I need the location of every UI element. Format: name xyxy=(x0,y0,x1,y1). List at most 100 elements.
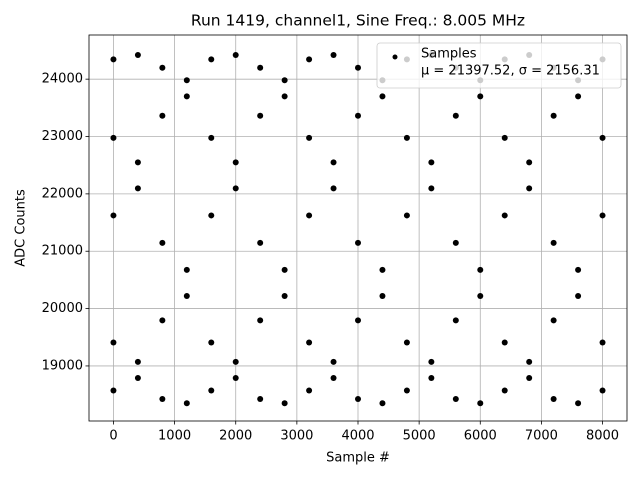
data-point xyxy=(281,77,288,84)
data-point xyxy=(355,112,361,119)
data-point xyxy=(257,395,264,402)
data-point xyxy=(232,375,239,382)
y-tick-label: 24000 xyxy=(42,72,83,87)
legend-marker xyxy=(392,54,398,60)
data-point xyxy=(452,112,459,119)
y-tick-label: 22000 xyxy=(42,186,83,201)
grid xyxy=(89,35,627,421)
data-point xyxy=(306,339,313,346)
data-point xyxy=(526,185,533,192)
data-point xyxy=(550,317,557,324)
data-point xyxy=(477,292,484,299)
data-point xyxy=(575,266,582,273)
data-point xyxy=(379,292,386,299)
data-point xyxy=(183,77,190,84)
data-point xyxy=(232,185,239,192)
data-point xyxy=(110,134,117,141)
data-point xyxy=(183,400,190,407)
data-point xyxy=(159,239,166,246)
x-tick-label: 7000 xyxy=(525,429,558,444)
plot-frame xyxy=(88,34,628,422)
x-tick-label: 1000 xyxy=(158,429,191,444)
data-point xyxy=(355,317,361,324)
data-point xyxy=(134,52,141,59)
data-point xyxy=(232,52,239,59)
data-point xyxy=(208,56,215,63)
data-point xyxy=(452,317,459,324)
data-point xyxy=(330,375,337,382)
data-point xyxy=(477,93,484,100)
data-point xyxy=(575,93,582,100)
data-point xyxy=(526,159,533,166)
data-point xyxy=(257,64,264,71)
data-point xyxy=(379,93,386,100)
legend-note: μ = 21397.52, σ = 2156.31 xyxy=(421,64,600,79)
data-point xyxy=(403,212,410,219)
data-point xyxy=(355,239,361,246)
data-point xyxy=(452,239,459,246)
data-point xyxy=(550,395,557,402)
data-point xyxy=(330,52,337,59)
data-point xyxy=(159,64,166,71)
data-point xyxy=(477,266,484,273)
data-point xyxy=(159,317,166,324)
chart-title: Run 1419, channel1, Sine Freq.: 8.005 MH… xyxy=(191,12,525,30)
data-point xyxy=(110,212,117,219)
legend: Samples μ = 21397.52, σ = 2156.31 xyxy=(376,42,622,89)
x-tick-label: 3000 xyxy=(280,429,313,444)
data-point xyxy=(355,64,361,71)
y-axis-label: ADC Counts xyxy=(14,189,29,267)
legend-box xyxy=(376,42,622,89)
legend-label: Samples xyxy=(421,47,477,62)
data-point xyxy=(232,159,239,166)
data-point xyxy=(110,56,117,63)
data-point xyxy=(110,339,117,346)
x-tick-label: 5000 xyxy=(403,429,436,444)
data-point xyxy=(599,134,606,141)
data-point xyxy=(428,159,435,166)
data-point xyxy=(599,339,606,346)
data-point xyxy=(330,159,337,166)
data-point xyxy=(330,185,337,192)
data-point xyxy=(379,400,386,407)
data-point xyxy=(281,292,288,299)
data-point xyxy=(281,266,288,273)
data-point xyxy=(575,292,582,299)
y-tick-label: 19000 xyxy=(42,358,83,373)
data-point xyxy=(428,375,435,382)
y-tick-label: 20000 xyxy=(42,301,83,316)
data-point xyxy=(134,358,141,365)
data-point xyxy=(403,134,410,141)
data-point xyxy=(183,292,190,299)
data-point xyxy=(306,212,313,219)
data-point xyxy=(110,387,117,394)
data-point xyxy=(403,387,410,394)
data-point xyxy=(281,400,288,407)
data-point xyxy=(134,375,141,382)
data-point xyxy=(330,358,337,365)
data-point xyxy=(501,134,508,141)
data-point xyxy=(159,395,166,402)
data-point xyxy=(134,159,141,166)
data-point xyxy=(208,134,215,141)
data-point xyxy=(501,212,508,219)
data-point xyxy=(306,134,313,141)
axes: 0 1000 2000 3000 4000 5000 6000 7000 8000 19000 20… xyxy=(42,34,628,444)
data-point xyxy=(208,339,215,346)
data-point xyxy=(428,358,435,365)
data-point xyxy=(208,212,215,219)
data-point xyxy=(575,400,582,407)
points xyxy=(110,52,606,407)
data-point xyxy=(599,387,606,394)
data-point xyxy=(159,112,166,119)
x-axis-label: Sample # xyxy=(326,451,390,466)
x-tick-label: 2000 xyxy=(219,429,252,444)
data-point xyxy=(550,239,557,246)
data-point xyxy=(477,400,484,407)
data-point xyxy=(306,56,313,63)
data-point xyxy=(134,185,141,192)
data-point xyxy=(183,93,190,100)
data-point xyxy=(306,387,313,394)
data-point xyxy=(183,266,190,273)
